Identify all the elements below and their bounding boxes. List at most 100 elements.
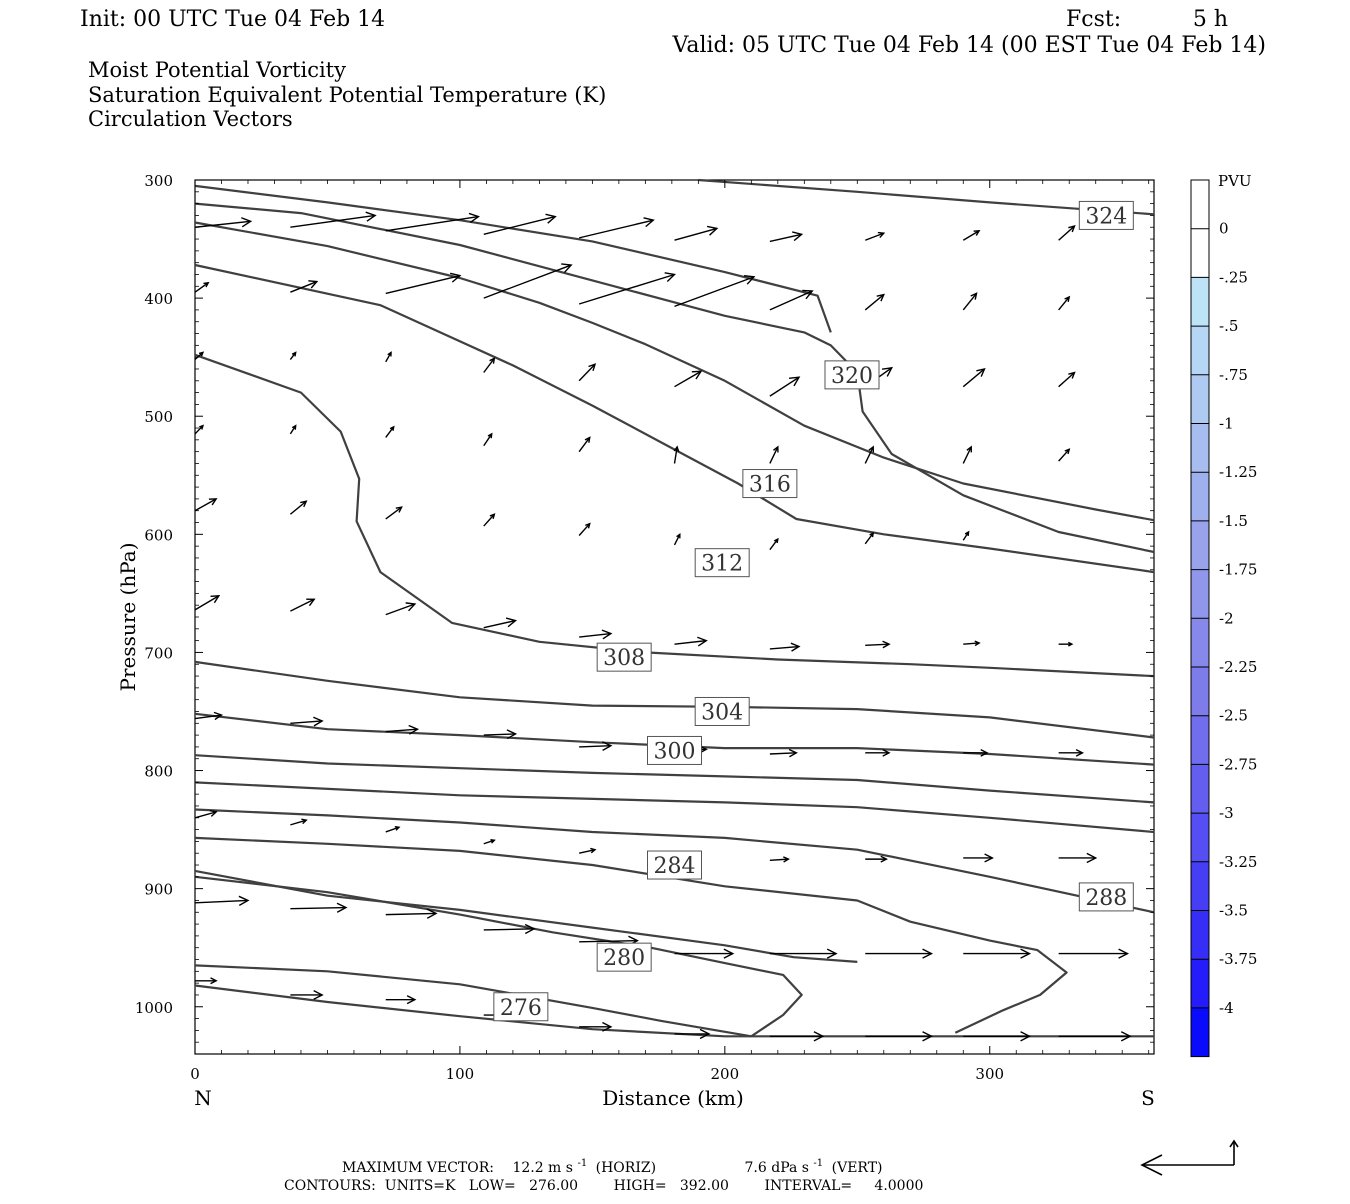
circulation-vector — [1058, 295, 1071, 311]
colorbar-unit: PVU — [1218, 172, 1252, 190]
circulation-vector — [769, 642, 801, 652]
colorbar-swatch — [1191, 228, 1209, 278]
max-vector-prefix: MAXIMUM VECTOR: — [342, 1160, 494, 1176]
circulation-vector — [962, 445, 973, 464]
circulation-vector — [578, 847, 597, 854]
colorbar-label: -.5 — [1219, 317, 1238, 335]
circulation-vector — [1058, 225, 1076, 241]
circulation-vector — [769, 376, 801, 397]
colorbar-swatch — [1191, 180, 1209, 229]
x-axis-ticks: 0 100 200 300 — [190, 180, 1150, 1083]
max-vector-line: MAXIMUM VECTOR: 12.2 m s -1 (HORIZ) 7.6 … — [342, 1154, 883, 1176]
theta-es-contour-324 — [194, 184, 832, 333]
circulation-vector — [1058, 852, 1098, 864]
circulation-vector — [769, 948, 838, 959]
theta-es-contour-304 — [194, 660, 1155, 739]
circulation-vector — [864, 231, 886, 241]
colorbar-label: -1.5 — [1219, 512, 1248, 530]
circulation-vector — [963, 640, 981, 647]
y-tick-label: 700 — [144, 644, 173, 662]
circulation-vector — [483, 838, 496, 845]
circulation-vector — [579, 741, 613, 751]
colorbar-label: -3.75 — [1219, 950, 1257, 968]
y-tick-label: 500 — [144, 408, 173, 426]
colorbar-swatch — [1191, 374, 1209, 424]
circulation-vector — [385, 825, 401, 833]
circulation-vector — [674, 636, 708, 647]
colorbar-label: -3.25 — [1219, 853, 1257, 871]
circulation-vector — [194, 217, 253, 228]
circulation-vector — [962, 292, 978, 311]
svg-text:276: 276 — [500, 996, 542, 1021]
circulation-vector — [769, 231, 804, 243]
theta-es-contour-288 — [194, 808, 1155, 914]
x-tick-label: 100 — [446, 1065, 475, 1083]
y-tick-label: 400 — [144, 290, 173, 308]
contour-label-304: 304 — [694, 696, 750, 726]
circulation-vector — [864, 531, 875, 545]
circulation-vector — [673, 445, 680, 464]
circulation-vector — [290, 211, 377, 228]
field-title-vectors: Circulation Vectors — [88, 107, 293, 131]
contour-layer — [194, 178, 1155, 1038]
y-tick-label: 1000 — [135, 999, 173, 1017]
circulation-vector — [769, 537, 779, 551]
colorbar-swatch — [1191, 861, 1209, 911]
circulation-vector — [769, 445, 779, 464]
x-tick-label: 300 — [975, 1065, 1004, 1083]
max-vector-vert: 7.6 dPa s — [745, 1160, 809, 1176]
colorbar-label: -1 — [1219, 415, 1234, 433]
circulation-vector — [864, 293, 885, 311]
colorbar-swatch — [1191, 813, 1209, 862]
colorbar-label: 0 — [1219, 220, 1229, 238]
colorbar-label: -2 — [1219, 609, 1234, 627]
svg-text:288: 288 — [1085, 886, 1127, 911]
circulation-vector — [290, 989, 324, 1000]
y-tick-label: 600 — [144, 526, 173, 544]
circulation-vector — [385, 212, 480, 232]
plot-frame — [194, 179, 1155, 1055]
svg-text:312: 312 — [701, 552, 743, 577]
theta-es-contour-316 — [194, 221, 1155, 522]
circulation-vector — [578, 217, 655, 239]
circulation-vector — [769, 748, 798, 758]
circulation-vector — [578, 272, 676, 305]
circulation-vector — [865, 948, 934, 959]
circulation-vector — [769, 856, 790, 863]
colorbar-swatch — [1191, 569, 1209, 619]
colorbar-swatch — [1191, 472, 1209, 521]
theta-es-contour-292 — [194, 781, 1155, 834]
theta-es-contour-284 — [194, 836, 1068, 1034]
svg-text:304: 304 — [701, 700, 743, 725]
circulation-vector — [579, 629, 613, 640]
circulation-vector — [290, 716, 324, 727]
circulation-vector — [963, 853, 994, 863]
circulation-vector — [769, 1031, 825, 1042]
circulation-vector — [578, 522, 591, 536]
svg-text:284: 284 — [654, 854, 696, 879]
circulation-vector — [194, 424, 205, 435]
colorbar-swatch — [1191, 423, 1209, 473]
circulation-vector — [673, 532, 681, 546]
circulation-vector — [578, 363, 597, 382]
circulation-vector — [385, 908, 438, 919]
theta-es-contour-308 — [194, 353, 1155, 678]
circulation-vector — [865, 855, 888, 863]
y-tick-label: 900 — [144, 881, 173, 899]
circulation-vector — [1058, 371, 1076, 388]
circulation-vector — [1058, 1031, 1132, 1042]
pvu-colorbar: PVU 0 -.25 -.5 -.75 -1 -1.25 -1.5 -1.75 -2 -2.25 -… — [1190, 172, 1257, 1058]
y-axis-label: Pressure (hPa) — [116, 543, 140, 692]
y-tick-label: 300 — [144, 172, 173, 190]
max-vector-vert-exp: -1 — [813, 1158, 823, 1169]
colorbar-swatch — [1191, 520, 1209, 570]
circulation-vector — [864, 445, 875, 464]
colorbar-swatch — [1191, 1007, 1209, 1057]
svg-text:316: 316 — [749, 473, 791, 498]
field-title-theta-es: Saturation Equivalent Potential Temperat… — [88, 83, 606, 107]
svg-text:324: 324 — [1085, 204, 1127, 229]
contour-label-312: 312 — [694, 548, 750, 578]
circulation-vector — [578, 436, 591, 453]
